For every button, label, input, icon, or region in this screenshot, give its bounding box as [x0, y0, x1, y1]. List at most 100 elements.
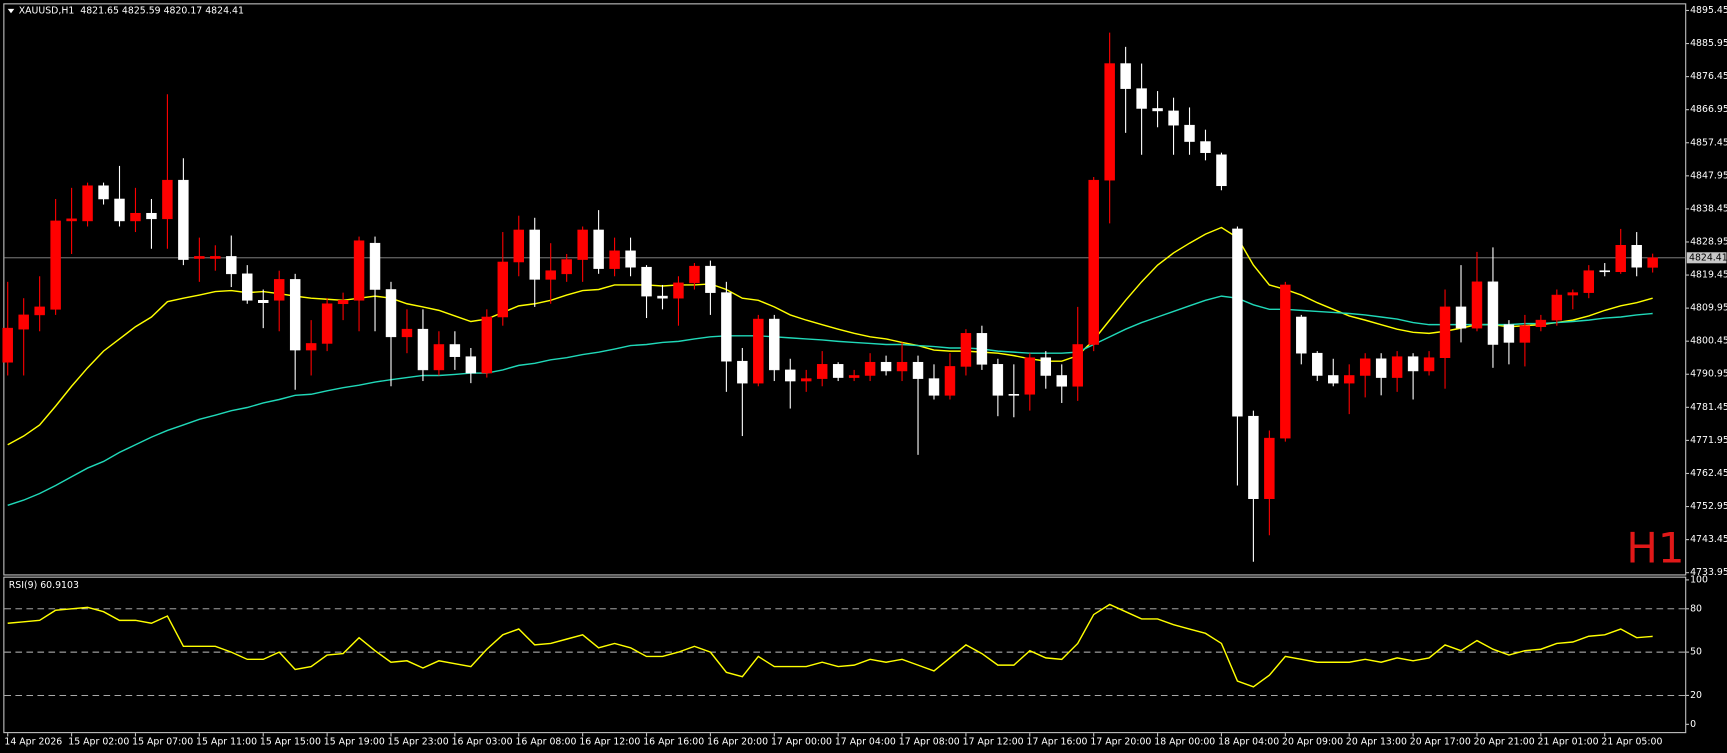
candle-body [1503, 324, 1515, 343]
candle-body [737, 360, 748, 384]
candle-body [1040, 357, 1052, 376]
candle-body [1280, 284, 1291, 439]
candle-body [433, 344, 445, 371]
x-tick-label: 15 Apr 23:00 [388, 736, 449, 747]
candle-body [385, 289, 397, 338]
candle-body [960, 333, 972, 367]
y-tick-label: 0 [1690, 719, 1696, 730]
candle-body [1120, 63, 1131, 89]
candle-body [848, 375, 860, 378]
candle-body [1056, 375, 1067, 387]
candle-body [114, 198, 125, 222]
candle-body [1152, 108, 1163, 112]
candle-body [1567, 292, 1579, 296]
x-tick-label: 17 Apr 16:00 [1027, 736, 1088, 747]
x-tick-label: 16 Apr 20:00 [707, 736, 768, 747]
y-tick-label: 4762.45 [1690, 468, 1727, 479]
candle-body [944, 366, 956, 396]
x-tick-label: 20 Apr 21:00 [1474, 736, 1535, 747]
y-tick-label: 4819.45 [1690, 270, 1727, 281]
menu-arrow[interactable] [7, 8, 15, 14]
candle-body [1200, 141, 1211, 153]
candle-body [673, 282, 684, 299]
candle-body [1264, 437, 1275, 499]
candle-body [369, 242, 381, 290]
candle-body [289, 279, 301, 351]
rsi-pane [3, 576, 1687, 734]
candle-body [258, 300, 269, 303]
candle-body [1024, 357, 1036, 395]
candle-body [577, 229, 588, 260]
candle-body [1647, 257, 1658, 268]
y-tick-label: 4847.95 [1690, 170, 1727, 181]
candle-body [34, 306, 45, 316]
candle-body [130, 212, 141, 222]
candle-body [689, 265, 700, 284]
y-tick-label: 4838.45 [1690, 203, 1727, 214]
y-tick-label: 4800.45 [1690, 336, 1727, 347]
y-tick-label: 100 [1690, 574, 1708, 585]
candle-body [481, 316, 493, 374]
x-tick-label: 18 Apr 00:00 [1154, 736, 1215, 747]
y-tick-label: 20 [1690, 690, 1702, 701]
current-price-box [1686, 252, 1727, 264]
y-tick-label: 4733.95 [1690, 567, 1727, 578]
candle-body [497, 261, 509, 318]
candle-body [1184, 124, 1195, 142]
candle-body [66, 218, 77, 222]
x-tick-label: 15 Apr 15:00 [260, 736, 321, 747]
candle-body [1216, 154, 1227, 187]
candle-body [976, 333, 988, 365]
y-tick-label: 4895.45 [1690, 5, 1727, 16]
y-tick-label: 4752.95 [1690, 501, 1727, 512]
candle-body [242, 273, 253, 301]
candle-body [449, 344, 461, 357]
candle-body [1551, 294, 1563, 321]
candle-body [321, 303, 333, 344]
candle-body [1631, 245, 1642, 268]
candle-body [1088, 179, 1099, 345]
x-tick-label: 18 Apr 04:00 [1218, 736, 1279, 747]
y-tick-label: 4828.95 [1690, 236, 1727, 247]
y-tick-label: 4790.95 [1690, 369, 1727, 380]
rsi-header: RSI(9) 60.9103 [9, 580, 79, 591]
candle-body [1072, 344, 1083, 387]
candle-body [1168, 110, 1179, 126]
x-tick-label: 15 Apr 02:00 [68, 736, 129, 747]
candle-body [1471, 281, 1483, 329]
candle-body [305, 343, 317, 351]
y-tick-label: 80 [1690, 603, 1702, 614]
y-tick-label: 4866.95 [1690, 104, 1727, 115]
x-tick-label: 15 Apr 11:00 [196, 736, 257, 747]
candle-body [625, 250, 636, 268]
x-tick-label: 20 Apr 17:00 [1410, 736, 1471, 747]
y-tick-label: 4876.45 [1690, 71, 1727, 82]
y-tick-label: 4781.45 [1690, 402, 1727, 413]
candle-body [912, 361, 924, 379]
candle-body [753, 318, 764, 384]
candle-body [1423, 357, 1435, 372]
x-tick-label: 15 Apr 07:00 [132, 736, 193, 747]
candle-body [545, 270, 556, 280]
candle-body [1535, 319, 1547, 328]
x-tick-label: 20 Apr 13:00 [1346, 736, 1407, 747]
candle-body [896, 361, 908, 372]
rsi-line [7, 603, 1653, 688]
x-tick-label: 17 Apr 12:00 [963, 736, 1024, 747]
candle-body [721, 292, 732, 362]
candle-body [609, 250, 620, 269]
x-tick-label: 17 Apr 04:00 [835, 736, 896, 747]
candle-body [162, 179, 173, 220]
current-price-label: 4824.41 [1689, 252, 1727, 263]
x-tick-label: 16 Apr 12:00 [579, 736, 640, 747]
candle-body [146, 212, 157, 220]
candle-body [1391, 356, 1403, 378]
x-tick-label: 17 Apr 00:00 [771, 736, 832, 747]
candle-body [1008, 393, 1020, 396]
candle-body [1248, 415, 1259, 499]
candle-body [2, 327, 13, 363]
candle-body [417, 328, 429, 371]
candle-body [1407, 356, 1419, 372]
y-tick-label: 4857.45 [1690, 137, 1727, 148]
